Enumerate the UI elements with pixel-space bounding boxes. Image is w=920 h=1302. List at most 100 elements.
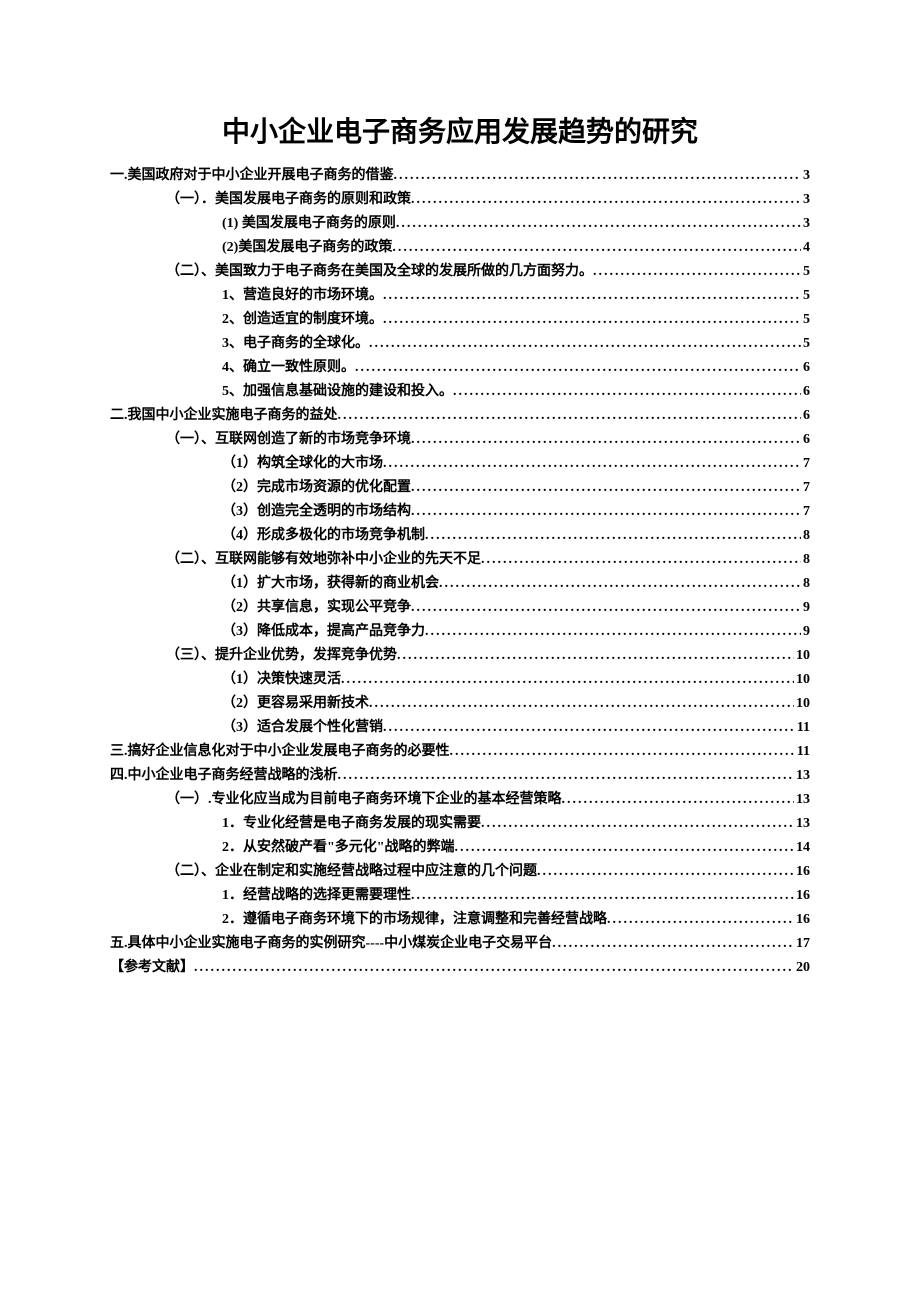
toc-entry-page: 9 bbox=[801, 596, 810, 620]
toc-entry: 四.中小企业电子商务经营战略的浅析 13 bbox=[110, 764, 810, 788]
toc-entry-text: （一）．美国发展电子商务的原则和政策 bbox=[166, 188, 411, 212]
toc-entry: （2）共享信息，实现公平竞争9 bbox=[110, 596, 810, 620]
toc-entry-text: （二）、美国致力于电子商务在美国及全球的发展所做的几方面努力。 bbox=[166, 260, 593, 284]
toc-entry: 2．遵循电子商务环境下的市场规律，注意调整和完善经营战略 16 bbox=[110, 908, 810, 932]
toc-entry: (2)美国发展电子商务的政策4 bbox=[110, 236, 810, 260]
toc-entry-text: 五.具体中小企业实施电子商务的实例研究----中小煤炭企业电子交易平台 bbox=[110, 932, 552, 956]
toc-entry: 一.美国政府对于中小企业开展电子商务的借鉴 3 bbox=[110, 164, 810, 188]
toc-entry: （三）、提升企业优势，发挥竞争优势 10 bbox=[110, 644, 810, 668]
toc-entry: 三.搞好企业信息化对于中小企业发展电子商务的必要性11 bbox=[110, 740, 810, 764]
toc-entry-page: 3 bbox=[801, 212, 810, 236]
toc-entry-page: 7 bbox=[801, 500, 810, 524]
toc-entry: （2）完成市场资源的优化配置 7 bbox=[110, 476, 810, 500]
toc-leader-dots bbox=[411, 476, 801, 500]
toc-leader-dots bbox=[383, 284, 801, 308]
toc-leader-dots bbox=[369, 692, 794, 716]
toc-entry-text: 2、创造适宜的制度环境。 bbox=[222, 308, 383, 332]
toc-entry: (1) 美国发展电子商务的原则 3 bbox=[110, 212, 810, 236]
toc-leader-dots bbox=[338, 404, 802, 428]
toc-leader-dots bbox=[411, 884, 794, 908]
toc-leader-dots bbox=[411, 188, 801, 212]
toc-leader-dots bbox=[411, 500, 801, 524]
toc-entry: （一）.专业化应当成为目前电子商务环境下企业的基本经营策略13 bbox=[110, 788, 810, 812]
toc-entry-page: 6 bbox=[801, 380, 810, 404]
toc-entry: 5、加强信息基础设施的建设和投入。6 bbox=[110, 380, 810, 404]
toc-entry: （二）、互联网能够有效地弥补中小企业的先天不足8 bbox=[110, 548, 810, 572]
toc-entry: 五.具体中小企业实施电子商务的实例研究----中小煤炭企业电子交易平台 17 bbox=[110, 932, 810, 956]
toc-entry-text: （2）完成市场资源的优化配置 bbox=[222, 476, 411, 500]
toc-leader-dots bbox=[392, 236, 801, 260]
toc-entry-page: 5 bbox=[801, 260, 810, 284]
toc-entry-page: 10 bbox=[794, 644, 810, 668]
toc-entry-page: 5 bbox=[801, 284, 810, 308]
toc-entry-page: 3 bbox=[801, 164, 810, 188]
toc-entry-text: (1) 美国发展电子商务的原则 bbox=[222, 212, 396, 236]
toc-entry-page: 13 bbox=[794, 812, 810, 836]
toc-entry-text: （1）构筑全球化的大市场 bbox=[222, 452, 383, 476]
toc-leader-dots bbox=[537, 860, 794, 884]
toc-entry-page: 11 bbox=[795, 716, 810, 740]
toc-entry-text: （3）创造完全透明的市场结构 bbox=[222, 500, 411, 524]
toc-entry: （一）、互联网创造了新的市场竞争环境 6 bbox=[110, 428, 810, 452]
toc-entry-page: 20 bbox=[794, 956, 810, 980]
toc-leader-dots bbox=[562, 788, 795, 812]
toc-entry-text: 2．遵循电子商务环境下的市场规律，注意调整和完善经营战略 bbox=[222, 908, 607, 932]
toc-entry-page: 8 bbox=[801, 548, 810, 572]
toc-leader-dots bbox=[455, 836, 794, 860]
toc-leader-dots bbox=[338, 764, 795, 788]
toc-leader-dots bbox=[425, 620, 801, 644]
toc-entry-text: （3）适合发展个性化营销 bbox=[222, 716, 383, 740]
toc-entry: （1）扩大市场，获得新的商业机会 8 bbox=[110, 572, 810, 596]
toc-entry-page: 7 bbox=[801, 476, 810, 500]
toc-entry-page: 16 bbox=[794, 908, 810, 932]
toc-leader-dots bbox=[411, 596, 801, 620]
toc-leader-dots bbox=[411, 428, 801, 452]
toc-leader-dots bbox=[425, 524, 801, 548]
toc-entry-page: 16 bbox=[794, 884, 810, 908]
toc-entry-page: 6 bbox=[801, 404, 810, 428]
toc-leader-dots bbox=[355, 356, 801, 380]
toc-entry: 2、创造适宜的制度环境。 5 bbox=[110, 308, 810, 332]
toc-entry-page: 17 bbox=[794, 932, 810, 956]
toc-entry-text: 二.我国中小企业实施电子商务的益处 bbox=[110, 404, 338, 428]
document-title: 中小企业电子商务应用发展趋势的研究 bbox=[110, 110, 810, 150]
toc-entry-text: （2）更容易采用新技术 bbox=[222, 692, 369, 716]
toc-entry-page: 4 bbox=[801, 236, 810, 260]
toc-entry-text: （三）、提升企业优势，发挥竞争优势 bbox=[166, 644, 397, 668]
toc-leader-dots bbox=[383, 308, 801, 332]
toc-entry-page: 7 bbox=[801, 452, 810, 476]
toc-entry-text: 一.美国政府对于中小企业开展电子商务的借鉴 bbox=[110, 164, 394, 188]
toc-entry-text: 4、确立一致性原则。 bbox=[222, 356, 355, 380]
toc-entry-page: 3 bbox=[801, 188, 810, 212]
toc-entry: （二）、美国致力于电子商务在美国及全球的发展所做的几方面努力。 5 bbox=[110, 260, 810, 284]
toc-entry-page: 13 bbox=[794, 764, 810, 788]
toc-entry-page: 8 bbox=[801, 524, 810, 548]
toc-entry: （3）适合发展个性化营销 11 bbox=[110, 716, 810, 740]
toc-entry: （3）降低成本，提高产品竞争力9 bbox=[110, 620, 810, 644]
toc-entry-page: 10 bbox=[794, 668, 810, 692]
toc-entry: 3、电子商务的全球化。5 bbox=[110, 332, 810, 356]
toc-entry-page: 14 bbox=[794, 836, 810, 860]
toc-entry-page: 11 bbox=[795, 740, 810, 764]
toc-entry-text: （4）形成多极化的市场竞争机制 bbox=[222, 524, 425, 548]
toc-entry: （一）．美国发展电子商务的原则和政策 3 bbox=[110, 188, 810, 212]
toc-entry-text: （一）.专业化应当成为目前电子商务环境下企业的基本经营策略 bbox=[166, 788, 562, 812]
toc-leader-dots bbox=[341, 668, 794, 692]
toc-leader-dots bbox=[396, 212, 801, 236]
toc-leader-dots bbox=[607, 908, 794, 932]
toc-entry-page: 6 bbox=[801, 428, 810, 452]
toc-entry-text: （1）扩大市场，获得新的商业机会 bbox=[222, 572, 439, 596]
toc-entry: 4、确立一致性原则。6 bbox=[110, 356, 810, 380]
toc-entry-text: 四.中小企业电子商务经营战略的浅析 bbox=[110, 764, 338, 788]
toc-entry-text: （一）、互联网创造了新的市场竞争环境 bbox=[166, 428, 411, 452]
toc-entry: 2．从安然破产看"多元化"战略的弊端 14 bbox=[110, 836, 810, 860]
toc-entry-page: 8 bbox=[801, 572, 810, 596]
toc-entry: 【参考文献】20 bbox=[110, 956, 810, 980]
toc-entry-text: 2．从安然破产看"多元化"战略的弊端 bbox=[222, 836, 455, 860]
toc-leader-dots bbox=[593, 260, 801, 284]
toc-entry-text: （二）、企业在制定和实施经营战略过程中应注意的几个问题 bbox=[166, 860, 537, 884]
toc-entry-text: 3、电子商务的全球化。 bbox=[222, 332, 369, 356]
toc-entry-page: 9 bbox=[801, 620, 810, 644]
toc-leader-dots bbox=[481, 548, 801, 572]
toc-entry-page: 5 bbox=[801, 308, 810, 332]
